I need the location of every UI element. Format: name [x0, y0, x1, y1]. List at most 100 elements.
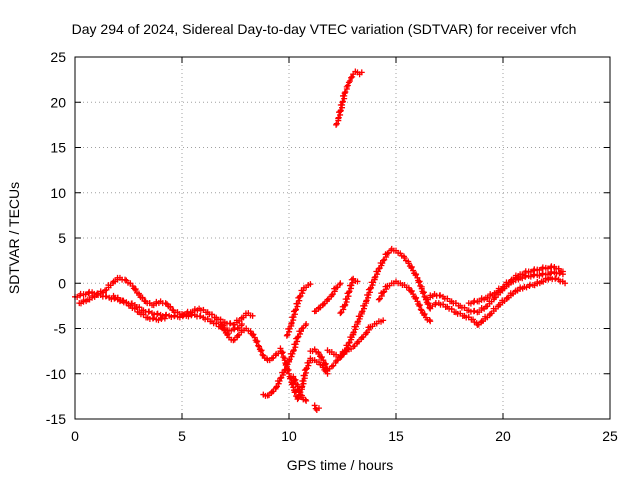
y-tick-label: -10	[46, 366, 66, 382]
data-point	[253, 339, 260, 346]
series-trace-s	[465, 263, 566, 307]
data-point	[122, 276, 129, 283]
x-tick-labels: 0 5 10 15 20 25	[71, 428, 618, 444]
data-point	[337, 107, 344, 114]
data-point	[380, 257, 387, 264]
data-point	[303, 320, 310, 327]
series-trace-p	[333, 68, 365, 128]
data-point	[333, 121, 340, 128]
series-trace-l	[307, 317, 387, 373]
x-tick-label: 10	[281, 428, 297, 444]
series-trace-d	[179, 305, 256, 328]
data-point	[350, 330, 357, 337]
data-point	[275, 380, 282, 387]
data-point	[258, 347, 265, 354]
data-point	[291, 377, 298, 384]
data-point	[349, 73, 356, 80]
data-point	[219, 323, 226, 330]
chart-title: Day 294 of 2024, Sidereal Day-to-day VTE…	[72, 21, 577, 37]
data-point	[296, 293, 303, 300]
data-point	[257, 348, 264, 355]
data-point	[238, 320, 245, 327]
data-point	[155, 317, 162, 324]
data-point	[282, 362, 289, 369]
data-point	[380, 289, 387, 296]
series-trace-i	[290, 373, 310, 404]
data-point	[548, 263, 555, 270]
data-point	[167, 303, 174, 310]
data-point	[311, 402, 318, 409]
y-tick-label: 0	[58, 275, 66, 291]
data-point	[297, 328, 304, 335]
data-point	[277, 345, 284, 352]
data-point	[416, 301, 423, 308]
data-point	[220, 326, 227, 333]
y-tick-label: 5	[58, 230, 66, 246]
data-point	[410, 291, 417, 298]
data-point	[342, 88, 349, 95]
data-point	[375, 296, 382, 303]
data-point	[322, 361, 329, 368]
data-point	[337, 280, 344, 287]
data-point	[375, 268, 382, 275]
data-point	[363, 330, 370, 337]
data-point	[417, 306, 424, 313]
x-axis-label: GPS time / hours	[287, 457, 394, 473]
data-point	[335, 114, 342, 121]
series-trace-j	[311, 402, 322, 413]
data-point	[427, 318, 434, 325]
data-point	[322, 360, 329, 367]
data-point	[220, 322, 227, 329]
data-point	[283, 332, 290, 339]
y-tick-label: -5	[54, 321, 67, 337]
data-point	[249, 312, 256, 319]
grid-lines	[75, 57, 610, 419]
data-point	[276, 377, 283, 384]
data-point	[405, 260, 412, 267]
series-trace-h	[283, 281, 314, 339]
data-point	[294, 334, 301, 341]
x-tick-label: 25	[602, 428, 618, 444]
data-point	[221, 327, 228, 334]
data-point	[163, 311, 170, 318]
data-point	[161, 315, 168, 322]
series-trace-b	[76, 274, 183, 318]
data-point	[328, 292, 335, 299]
data-point	[358, 69, 365, 76]
data-point	[301, 372, 308, 379]
x-tick-label: 20	[495, 428, 511, 444]
data-point	[375, 265, 382, 272]
data-point	[255, 342, 262, 349]
y-tick-label: 15	[50, 140, 66, 156]
y-tick-label: 20	[50, 94, 66, 110]
data-point	[341, 90, 348, 97]
data-point	[251, 334, 258, 341]
data-point	[289, 350, 296, 357]
data-point	[337, 310, 344, 317]
data-point	[295, 387, 302, 394]
y-axis-label: SDTVAR / TECUs	[6, 182, 22, 294]
data-point	[278, 350, 285, 357]
data-point	[410, 267, 417, 274]
data-point	[536, 272, 543, 279]
data-point	[544, 265, 551, 272]
data-point	[288, 353, 295, 360]
data-point	[416, 302, 423, 309]
data-point	[414, 298, 421, 305]
data-point	[259, 351, 266, 358]
data-point	[180, 312, 187, 319]
data-point	[418, 307, 425, 314]
series-trace-m	[324, 245, 434, 361]
data-point	[168, 313, 175, 320]
series-trace-o	[375, 278, 434, 325]
data-point	[300, 287, 307, 294]
data-point	[337, 354, 344, 361]
data-point	[294, 383, 301, 390]
data-point	[339, 98, 346, 105]
x-tick-label: 15	[388, 428, 404, 444]
data-point	[418, 285, 425, 292]
data-point	[139, 294, 146, 301]
data-point	[254, 338, 261, 345]
